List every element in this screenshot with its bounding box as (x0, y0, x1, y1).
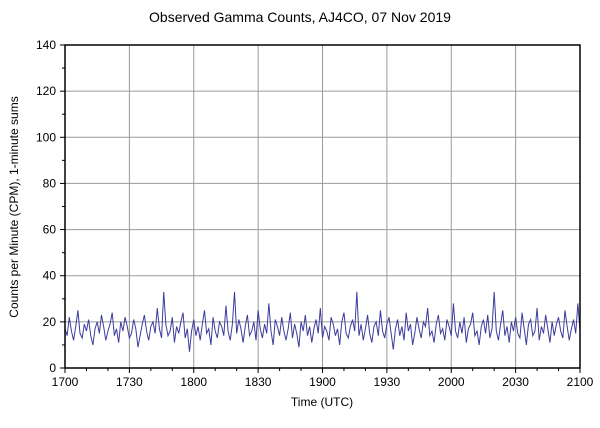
data-series (64, 291, 581, 352)
tick-labels: 1700 1730 1800 1830 1900 1930 2000 2030 2100 0 20 4… (36, 38, 594, 389)
x-tick-label: 1800 (180, 375, 207, 389)
plot-frame (64, 44, 581, 369)
gamma-counts-line (64, 291, 581, 352)
y-tick-label: 40 (43, 269, 57, 283)
y-tick-label: 140 (36, 38, 56, 52)
x-axis-label: Time (UTC) (291, 395, 353, 409)
x-tick-label: 1830 (245, 375, 272, 389)
y-tick-label: 20 (43, 315, 57, 329)
x-tick-label: 1700 (52, 375, 79, 389)
x-tick-label: 1900 (309, 375, 336, 389)
x-tick-label: 1930 (374, 375, 401, 389)
x-tick-label: 2000 (438, 375, 465, 389)
x-tick-label: 1730 (116, 375, 143, 389)
gridlines (65, 45, 580, 368)
y-tick-label: 100 (36, 130, 56, 144)
y-tick-label: 60 (43, 223, 57, 237)
x-tick-label: 2030 (502, 375, 529, 389)
chart-title: Observed Gamma Counts, AJ4CO, 07 Nov 201… (149, 9, 451, 25)
y-axis-label: Counts per Minute (CPM), 1-minute sums (7, 96, 21, 317)
axis-ticks (60, 44, 581, 373)
y-tick-label: 120 (36, 84, 56, 98)
y-tick-label: 0 (49, 361, 56, 375)
y-tick-label: 80 (43, 176, 57, 190)
x-tick-label: 2100 (567, 375, 594, 389)
plot-border (64, 44, 581, 369)
